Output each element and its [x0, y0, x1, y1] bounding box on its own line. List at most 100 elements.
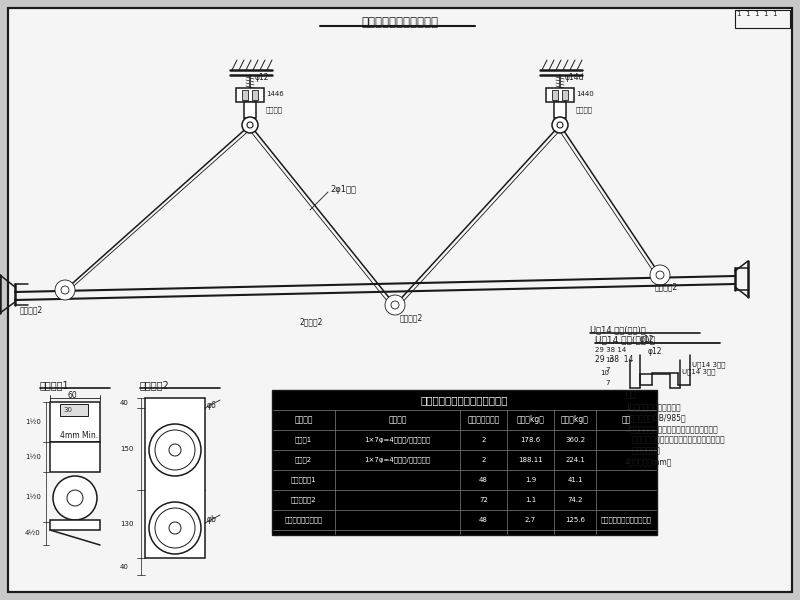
Text: 材质特注明。: 材质特注明。: [625, 446, 660, 455]
Circle shape: [53, 476, 97, 520]
Circle shape: [67, 490, 83, 506]
Circle shape: [149, 424, 201, 476]
Text: 224.1: 224.1: [565, 457, 585, 463]
Text: 销均应符合设计、施工要求，图中材料、规格: 销均应符合设计、施工要求，图中材料、规格: [625, 436, 725, 445]
Bar: [552, 90, 558, 100]
Text: 抗风索1: 抗风索1: [295, 437, 312, 443]
Text: 40: 40: [120, 400, 129, 406]
Text: 178.6: 178.6: [520, 437, 541, 443]
Text: 1×7φ=4钢丝绳/沥青填充索: 1×7φ=4钢丝绳/沥青填充索: [365, 457, 430, 463]
Text: 74.2: 74.2: [567, 497, 582, 503]
Circle shape: [55, 280, 75, 300]
Text: 拉环连接件（鞍座）: 拉环连接件（鞍座）: [284, 517, 322, 523]
Text: U形14 3钢桥: U形14 3钢桥: [692, 362, 726, 368]
Text: 拉索接件1: 拉索接件1: [40, 380, 70, 390]
Circle shape: [557, 122, 563, 128]
Text: 41.1: 41.1: [567, 477, 583, 483]
Bar: [50, 442, 100, 472]
Text: φ12: φ12: [640, 335, 654, 344]
Bar: [252, 90, 258, 100]
Text: U形14 槽钢(截面)桥: U形14 槽钢(截面)桥: [590, 325, 646, 335]
Text: 2: 2: [482, 457, 486, 463]
Text: φ14d: φ14d: [565, 73, 585, 82]
Text: 30: 30: [63, 407, 72, 413]
Text: 29  38  14: 29 38 14: [595, 355, 634, 364]
Text: 1440: 1440: [576, 91, 594, 97]
Text: 备注: 备注: [622, 415, 631, 425]
Text: 1½0: 1½0: [25, 494, 41, 500]
Text: 2.7: 2.7: [525, 517, 536, 523]
Text: φ12: φ12: [255, 73, 270, 82]
Circle shape: [169, 444, 181, 456]
Text: 3、所有连接、拼板、螺栓、螺母、垫圈、穿: 3、所有连接、拼板、螺栓、螺母、垫圈、穿: [625, 425, 718, 433]
Text: 7: 7: [605, 367, 610, 373]
Text: 拉索连接件1: 拉索连接件1: [290, 476, 316, 484]
Circle shape: [61, 286, 69, 294]
Text: 1、规格性能：有缝钢管。: 1、规格性能：有缝钢管。: [625, 403, 681, 412]
Text: 1446: 1446: [266, 91, 284, 97]
Text: 29 38 14: 29 38 14: [595, 347, 626, 353]
Text: 1½0: 1½0: [25, 419, 41, 425]
Text: 7: 7: [605, 380, 610, 386]
Text: 长度（kg）: 长度（kg）: [517, 415, 545, 425]
Text: 数量（根、个）: 数量（根、个）: [467, 415, 500, 425]
Circle shape: [656, 271, 664, 279]
Text: 4、尺寸单位mm。: 4、尺寸单位mm。: [625, 457, 672, 467]
Text: 4½0: 4½0: [25, 530, 41, 536]
Text: U形14 槽钢(截面)桥: U形14 槽钢(截面)桥: [595, 335, 655, 344]
Text: 48: 48: [479, 517, 488, 523]
Circle shape: [391, 301, 399, 309]
Circle shape: [242, 117, 258, 133]
Text: 总量（kg）: 总量（kg）: [561, 415, 589, 425]
Text: 拉索连接件2: 拉索连接件2: [290, 497, 316, 503]
Text: 2: 2: [482, 437, 486, 443]
Text: 150: 150: [120, 446, 134, 452]
Circle shape: [169, 522, 181, 534]
Circle shape: [247, 122, 253, 128]
Text: 10: 10: [605, 357, 614, 363]
Text: 360.2: 360.2: [565, 437, 585, 443]
Bar: [50, 520, 100, 530]
Text: 端部固定: 端部固定: [576, 107, 593, 113]
Text: 1½0: 1½0: [25, 454, 41, 460]
Bar: [145, 398, 205, 558]
Text: 1.9: 1.9: [525, 477, 536, 483]
Text: 拉索断索2: 拉索断索2: [20, 305, 43, 314]
Circle shape: [149, 502, 201, 554]
Bar: [244, 102, 256, 118]
Bar: [60, 404, 88, 416]
Text: 48: 48: [479, 477, 488, 483]
Text: 2φ1拉索: 2φ1拉索: [330, 185, 356, 194]
Text: 60: 60: [67, 391, 77, 400]
Text: 拉索节点2: 拉索节点2: [400, 313, 423, 323]
Text: 10: 10: [600, 370, 609, 376]
Text: 125.6: 125.6: [565, 517, 585, 523]
Text: 抗风索2: 抗风索2: [295, 457, 312, 463]
Text: 2拉端索2: 2拉端索2: [300, 317, 323, 326]
Text: U形14 3钢桥: U形14 3钢桥: [682, 368, 715, 376]
Bar: [242, 90, 248, 100]
Text: φ12: φ12: [648, 347, 662, 356]
Text: 2、材料规格GB/985。: 2、材料规格GB/985。: [625, 413, 686, 422]
Bar: [236, 88, 264, 102]
Bar: [50, 402, 100, 442]
Text: 188.11: 188.11: [518, 457, 543, 463]
Text: 1.1: 1.1: [525, 497, 536, 503]
Text: 4mm Min.: 4mm Min.: [60, 431, 98, 439]
Circle shape: [552, 117, 568, 133]
Text: φ6: φ6: [207, 401, 217, 409]
Text: 同上尺寸连接件按比例制作: 同上尺寸连接件按比例制作: [601, 517, 652, 523]
Text: 72: 72: [479, 497, 488, 503]
Text: φb: φb: [207, 515, 217, 524]
Bar: [272, 390, 657, 535]
Circle shape: [385, 295, 405, 315]
Text: 端部固定: 端部固定: [266, 107, 283, 113]
Text: 40: 40: [120, 564, 129, 570]
Text: 全桥抗风索、拉索与拉环工程量: 全桥抗风索、拉索与拉环工程量: [421, 395, 508, 405]
Text: 抗风索、拉索及吊环大样: 抗风索、拉索及吊环大样: [362, 16, 438, 28]
Circle shape: [650, 265, 670, 285]
Text: 规格型号: 规格型号: [388, 415, 406, 425]
Bar: [554, 102, 566, 118]
Text: 部位名称: 部位名称: [294, 415, 313, 425]
Bar: [735, 10, 790, 28]
